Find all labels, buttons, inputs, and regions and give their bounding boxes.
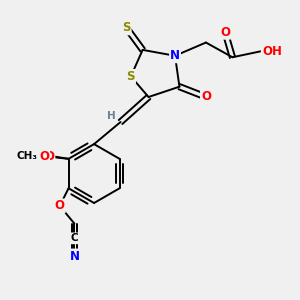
Text: CH₃: CH₃ [16, 152, 38, 161]
Text: S: S [127, 70, 135, 83]
Text: C: C [70, 233, 78, 243]
Text: O: O [220, 26, 230, 39]
Text: O: O [39, 150, 50, 163]
Text: N: N [170, 49, 180, 62]
Text: OH: OH [262, 45, 282, 58]
Text: H: H [107, 111, 116, 121]
Text: O: O [201, 91, 211, 103]
Text: O: O [44, 150, 54, 163]
Text: O: O [55, 200, 65, 212]
Text: N: N [69, 250, 80, 262]
Text: S: S [122, 21, 131, 34]
